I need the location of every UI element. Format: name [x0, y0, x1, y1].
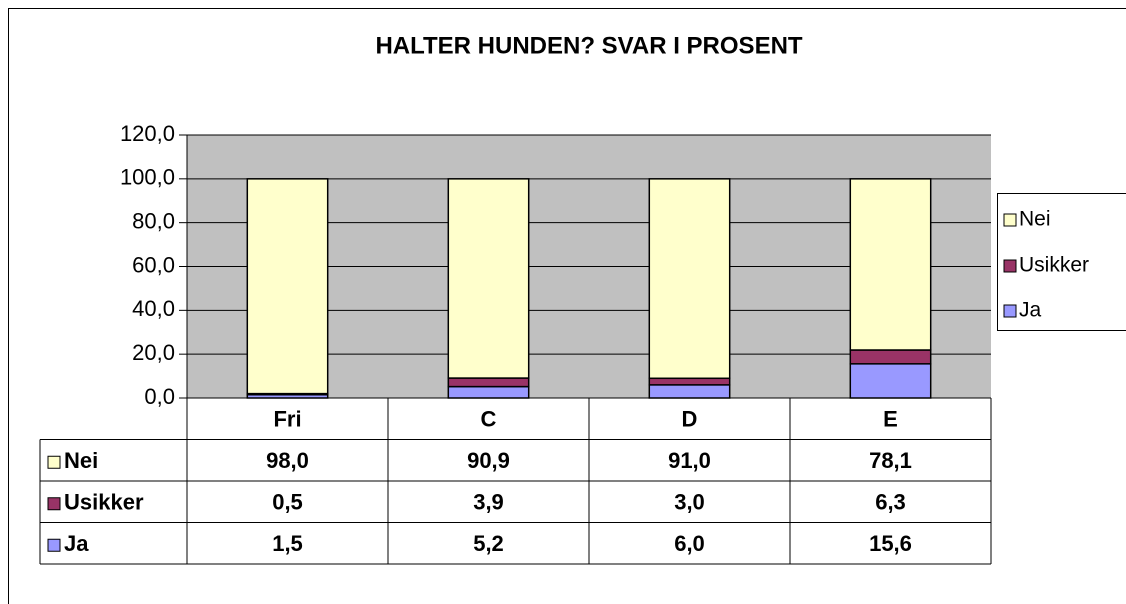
y-tick-label: 100,0: [120, 165, 175, 190]
table-value: 78,1: [869, 448, 912, 473]
table-row-label: Nei: [64, 448, 98, 473]
bar-segment: [648, 178, 731, 380]
legend-box: [997, 193, 1126, 331]
legend-key: [1003, 213, 1017, 227]
bar-segment: [849, 363, 932, 399]
x-tick-label: C: [481, 407, 497, 432]
table-value: 1,5: [272, 531, 303, 556]
table-value: 15,6: [869, 531, 912, 556]
y-tick-label: 60,0: [132, 252, 175, 277]
table-legend-key: [47, 497, 61, 511]
y-tick-label: 80,0: [132, 208, 175, 233]
y-tick-label: 120,0: [120, 121, 175, 146]
table-row-label: Usikker: [64, 490, 144, 515]
table-value: 90,9: [467, 448, 510, 473]
bar-segment: [447, 377, 530, 388]
legend-key: [1003, 304, 1017, 318]
table-value: 6,3: [875, 490, 906, 515]
legend-label: Nei: [1019, 208, 1051, 231]
table-value: 5,2: [473, 531, 504, 556]
chart-title: HALTER HUNDEN? SVAR I PROSENT: [375, 32, 802, 59]
bar-segment: [849, 178, 932, 351]
table-value: 98,0: [266, 448, 309, 473]
bar-segment: [447, 385, 530, 399]
bar-segment: [648, 377, 731, 386]
bar-segment: [648, 384, 731, 399]
x-tick-label: D: [682, 407, 698, 432]
table-legend-key: [47, 455, 61, 469]
y-tick-label: 20,0: [132, 340, 175, 365]
bar-segment: [447, 178, 530, 379]
table-value: 6,0: [674, 531, 705, 556]
bar-segment: [849, 349, 932, 365]
bar-segment: [246, 178, 329, 395]
table-row-label: Ja: [64, 531, 89, 556]
y-tick-label: 40,0: [132, 296, 175, 321]
table-value: 0,5: [272, 490, 303, 515]
x-tick-label: E: [883, 407, 898, 432]
legend-label: Usikker: [1019, 254, 1089, 277]
table-value: 3,0: [674, 490, 705, 515]
table-value: 3,9: [473, 490, 504, 515]
x-tick-label: Fri: [273, 407, 301, 432]
y-tick-label: 0,0: [144, 384, 175, 409]
legend-key: [1003, 259, 1017, 273]
table-legend-key: [47, 538, 61, 552]
legend-label: Ja: [1019, 299, 1042, 322]
table-value: 91,0: [668, 448, 711, 473]
